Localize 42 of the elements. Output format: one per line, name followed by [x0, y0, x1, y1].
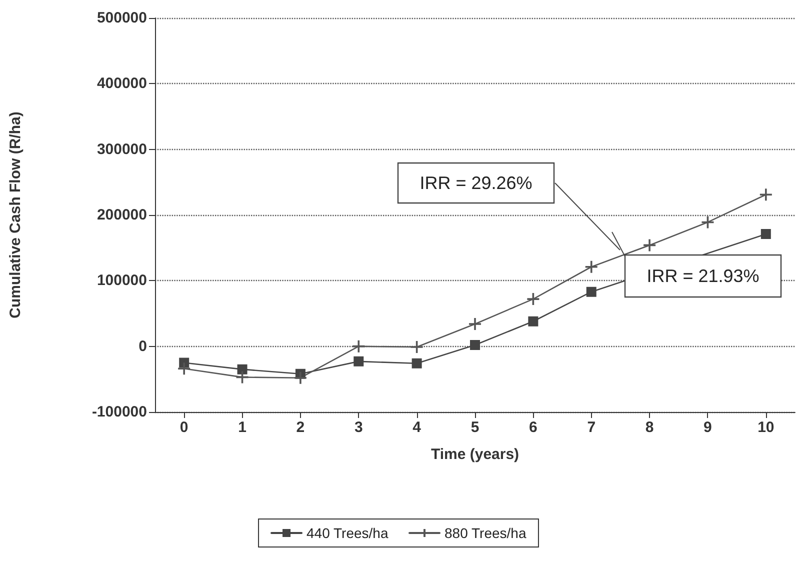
point [294, 370, 308, 385]
x-tick-label: 6 [529, 419, 538, 436]
point [410, 340, 424, 354]
legend-label: 440 Trees/ha [306, 525, 388, 541]
point [528, 316, 538, 326]
y-tick-label: -100000 [92, 404, 147, 420]
y-tick-label: 100000 [96, 272, 147, 290]
x-tick-label: 2 [296, 419, 305, 436]
y-tick-label: 300000 [96, 140, 147, 158]
x-tick-label: 5 [470, 419, 480, 436]
annotation: IRR = 29.26% [420, 173, 532, 193]
point [235, 370, 250, 384]
y-tick-label: 200000 [96, 206, 147, 224]
y-tick-label: 400000 [96, 75, 147, 92]
point [468, 317, 482, 331]
point [237, 364, 248, 374]
annotation: IRR = 21.93% [646, 266, 760, 286]
point [177, 362, 191, 376]
y-tick-label: 500000 [96, 10, 147, 26]
y-axis-title: Cumulative Cash Flow (R/ha) [7, 112, 24, 318]
x-tick-label: 7 [587, 419, 596, 436]
y-tick-label: 0 [138, 338, 147, 355]
point [352, 339, 366, 354]
x-tick-label: 4 [412, 419, 422, 436]
x-tick-label: 8 [645, 419, 654, 436]
x-tick-label: 10 [758, 419, 774, 436]
point [759, 188, 773, 202]
point [412, 358, 422, 368]
point [354, 356, 364, 366]
x-tick-label: 0 [180, 419, 188, 436]
point [470, 340, 480, 350]
point [584, 260, 598, 274]
x-axis-title: Time (years) [430, 446, 520, 463]
x-tick-label: 1 [238, 419, 246, 436]
legend-label: 880 Trees/ha [444, 525, 526, 541]
point [700, 215, 715, 230]
point [586, 286, 596, 297]
point [526, 292, 540, 306]
x-tick-label: 9 [704, 419, 712, 436]
x-tick-label: 3 [354, 419, 363, 436]
point [760, 229, 771, 240]
point [642, 238, 656, 252]
